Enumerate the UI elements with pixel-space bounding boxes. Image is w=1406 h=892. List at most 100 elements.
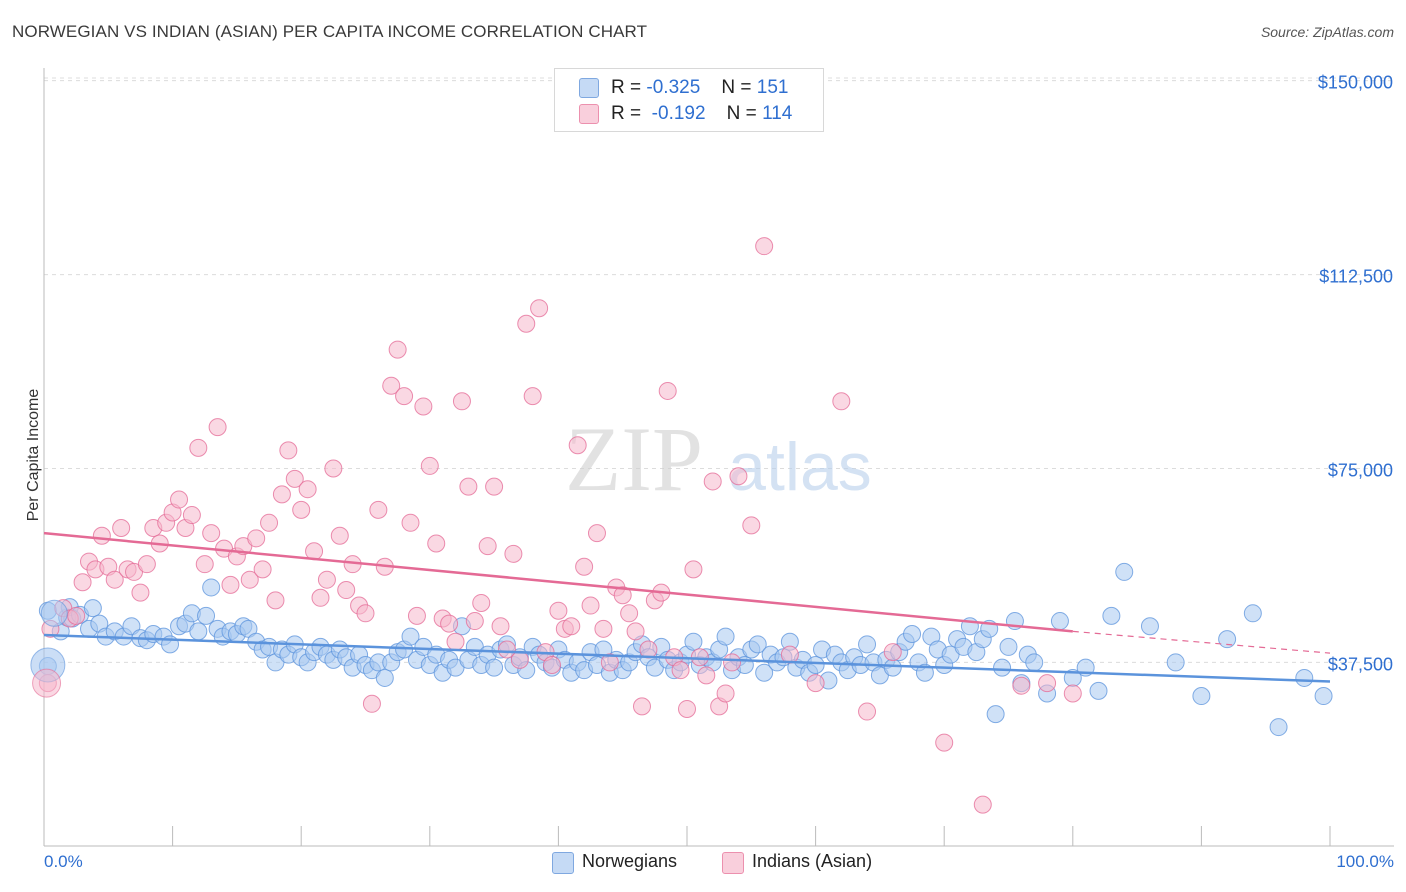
data-point xyxy=(755,663,774,682)
data-points xyxy=(30,237,1333,814)
data-point xyxy=(122,617,141,636)
data-point xyxy=(247,529,266,548)
data-point xyxy=(517,314,536,333)
data-point xyxy=(485,658,504,677)
data-point xyxy=(40,599,68,627)
legend-r-value: -0.325 xyxy=(646,77,701,98)
watermark-atlas: atlas xyxy=(728,429,872,505)
data-point xyxy=(1140,617,1159,636)
data-point xyxy=(32,668,62,698)
data-point xyxy=(427,534,446,553)
data-point xyxy=(292,500,311,519)
legend-n-label: N = xyxy=(721,77,752,98)
data-point xyxy=(197,606,216,625)
x-tick-label-max: 100.0% xyxy=(1336,852,1394,871)
watermark: ZIP atlas xyxy=(565,408,872,510)
data-point xyxy=(279,441,298,460)
data-point xyxy=(369,500,388,519)
data-point xyxy=(1012,676,1031,695)
trend-lines xyxy=(43,531,1331,683)
data-point xyxy=(202,578,221,597)
data-point xyxy=(240,570,259,589)
data-point xyxy=(620,604,639,623)
chart-title: NORWEGIAN VS INDIAN (ASIAN) PER CAPITA I… xyxy=(12,22,648,41)
data-point xyxy=(324,459,343,478)
data-point xyxy=(491,617,510,636)
legend-r-value: -0.192 xyxy=(651,103,706,124)
correlation-legend: R = -0.325 N = 151 R = -0.192 N = 114 xyxy=(554,68,824,132)
legend-n-value: 151 xyxy=(756,77,789,98)
data-point xyxy=(723,653,742,672)
data-point xyxy=(858,702,877,721)
data-point xyxy=(684,560,703,579)
data-point xyxy=(690,648,709,667)
data-point xyxy=(684,632,703,651)
data-point xyxy=(195,555,214,574)
y-tick-labels: $37,500 $75,000 $112,500 $150,000 xyxy=(1318,73,1393,675)
data-point xyxy=(253,560,272,579)
data-point xyxy=(285,469,304,488)
data-point xyxy=(729,467,748,486)
data-point xyxy=(1218,630,1237,649)
legend-label-indians: Indians (Asian) xyxy=(752,851,873,871)
data-point xyxy=(678,699,696,718)
source-label: Source: ZipAtlas.com xyxy=(1260,24,1394,40)
data-point xyxy=(1192,687,1211,706)
data-point xyxy=(73,573,92,592)
data-point xyxy=(260,513,279,532)
data-point xyxy=(356,604,375,623)
data-point xyxy=(986,705,1005,724)
watermark-zip: ZIP xyxy=(565,408,703,510)
data-point xyxy=(266,591,285,610)
trend-line xyxy=(43,531,1073,633)
data-point xyxy=(189,622,208,641)
data-point xyxy=(806,656,825,675)
data-point xyxy=(716,627,735,646)
data-point xyxy=(600,653,619,672)
data-point xyxy=(594,619,613,638)
data-point xyxy=(298,480,317,499)
data-point xyxy=(485,477,504,496)
data-point xyxy=(452,392,471,411)
legend-r-label: R = xyxy=(611,77,642,98)
data-point xyxy=(401,627,420,646)
y-tick-label: $75,000 xyxy=(1328,461,1393,481)
data-point xyxy=(375,668,394,687)
data-point xyxy=(478,537,497,556)
data-point xyxy=(716,684,735,703)
data-point xyxy=(973,795,992,814)
data-point xyxy=(414,397,433,416)
data-point xyxy=(189,438,208,457)
data-point xyxy=(1269,718,1288,737)
data-point xyxy=(497,640,516,659)
data-point xyxy=(182,506,201,525)
data-point xyxy=(112,518,131,537)
trend-line xyxy=(43,633,1331,683)
data-point xyxy=(883,643,902,662)
data-point xyxy=(626,622,645,641)
data-point xyxy=(742,516,761,535)
data-point xyxy=(935,733,954,752)
data-point xyxy=(272,485,291,504)
data-point xyxy=(407,606,426,625)
data-point xyxy=(1038,674,1057,693)
data-point xyxy=(459,477,478,496)
data-point xyxy=(504,544,523,563)
legend-n-value: 114 xyxy=(762,103,793,124)
data-point xyxy=(362,694,381,713)
data-point xyxy=(755,237,774,256)
legend-swatch-norwegians xyxy=(579,78,599,98)
data-point xyxy=(1166,653,1185,672)
data-point xyxy=(999,637,1018,656)
data-point xyxy=(523,387,542,406)
data-point xyxy=(202,524,221,543)
legend-swatch-norwegians xyxy=(552,852,574,874)
data-point xyxy=(67,606,86,625)
data-point xyxy=(613,586,632,605)
data-point xyxy=(562,617,581,636)
legend-r-label: R = xyxy=(611,103,642,124)
data-point xyxy=(388,340,407,359)
data-point xyxy=(832,392,851,411)
data-point xyxy=(472,593,491,612)
